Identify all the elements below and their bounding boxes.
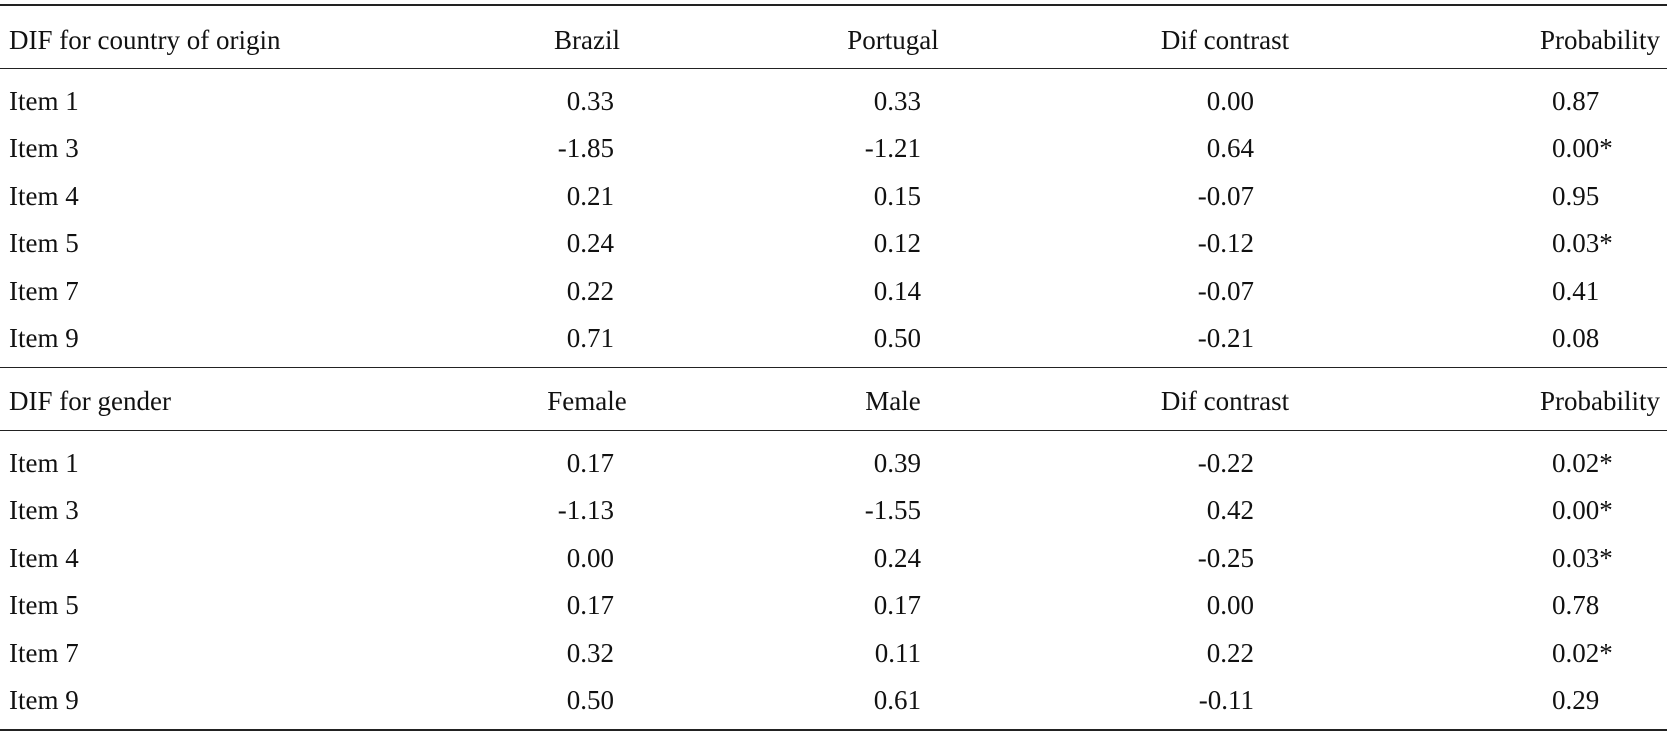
row-label: Item 1	[9, 448, 79, 478]
table-cell: 0.22	[1206, 637, 1254, 668]
table-cell: 0.39	[873, 448, 921, 478]
table-cell: -0.25	[1197, 542, 1254, 573]
table-cell: 0.00	[1206, 86, 1254, 116]
table-cell: -1.13	[557, 495, 614, 526]
column-header: Male	[865, 386, 921, 416]
section-rule	[0, 367, 1667, 368]
row-label: Item 1	[9, 86, 79, 116]
table-cell: -0.11	[1198, 685, 1254, 715]
table-cell: 0.50	[566, 685, 614, 715]
row-label: Item 5	[9, 590, 79, 621]
table-cell: 0.41	[1552, 275, 1600, 306]
table-cell: 0.71	[566, 323, 614, 353]
table-cell: 0.03*	[1552, 542, 1613, 573]
table-cell: 0.00	[1206, 590, 1254, 621]
table-cell: -1.85	[557, 133, 614, 164]
table-cell: 0.32	[566, 637, 614, 668]
column-header: Dif contrast	[1160, 386, 1290, 416]
row-label: Item 7	[9, 275, 79, 306]
table-cell: 0.12	[873, 228, 921, 259]
column-header: Female	[547, 386, 627, 416]
row-label: Item 4	[9, 542, 79, 573]
table-cell: 0.00	[566, 542, 614, 573]
table-cell: 0.87	[1552, 86, 1600, 116]
section-title: DIF for gender	[9, 386, 171, 416]
table-cell: 0.17	[566, 590, 614, 621]
table-cell: -1.21	[864, 133, 921, 164]
table-cell: 0.00*	[1552, 133, 1613, 164]
row-label: Item 4	[9, 180, 79, 211]
table-cell: -0.21	[1197, 323, 1254, 353]
table-cell: -0.12	[1197, 228, 1254, 259]
table-cell: -0.22	[1197, 448, 1254, 478]
column-header: Dif contrast	[1160, 25, 1290, 55]
table-cell: 0.02*	[1552, 637, 1613, 668]
table-cell: 0.11	[874, 637, 921, 668]
column-header: Probability	[1540, 386, 1660, 416]
table-cell: 0.78	[1552, 590, 1600, 621]
row-label: Item 9	[9, 323, 79, 353]
column-header: Brazil	[554, 25, 620, 55]
table-cell: 0.50	[873, 323, 921, 353]
table-cell: 0.00*	[1552, 495, 1613, 526]
row-label: Item 5	[9, 228, 79, 259]
table-cell: 0.42	[1206, 495, 1254, 526]
table-cell: 0.08	[1552, 323, 1600, 353]
table-cell: 0.22	[566, 275, 614, 306]
top-rule	[0, 4, 1667, 6]
row-label: Item 9	[9, 685, 79, 715]
table-cell: 0.21	[566, 180, 614, 211]
table-cell: 0.33	[566, 86, 614, 116]
table-cell: 0.33	[873, 86, 921, 116]
bottom-rule	[0, 729, 1667, 731]
table-cell: 0.24	[873, 542, 921, 573]
table-cell: 0.17	[566, 448, 614, 478]
table-cell: 0.14	[873, 275, 921, 306]
row-label: Item 3	[9, 133, 79, 164]
table-cell: 0.29	[1552, 685, 1600, 715]
header-rule	[0, 68, 1667, 69]
table-cell: -1.55	[864, 495, 921, 526]
section-title: DIF for country of origin	[9, 25, 281, 55]
table-cell: 0.95	[1552, 180, 1600, 211]
table-cell: 0.61	[873, 685, 921, 715]
table-cell: 0.03*	[1552, 228, 1613, 259]
table-cell: -0.07	[1197, 180, 1254, 211]
table-cell: 0.15	[873, 180, 921, 211]
table-cell: 0.24	[566, 228, 614, 259]
row-label: Item 7	[9, 637, 79, 668]
table-cell: -0.07	[1197, 275, 1254, 306]
column-header: Portugal	[847, 25, 939, 55]
column-header: Probability	[1540, 25, 1660, 55]
row-label: Item 3	[9, 495, 79, 526]
header-rule	[0, 430, 1667, 431]
table-cell: 0.02*	[1552, 448, 1613, 478]
table-cell: 0.17	[873, 590, 921, 621]
table-cell: 0.64	[1206, 133, 1254, 164]
